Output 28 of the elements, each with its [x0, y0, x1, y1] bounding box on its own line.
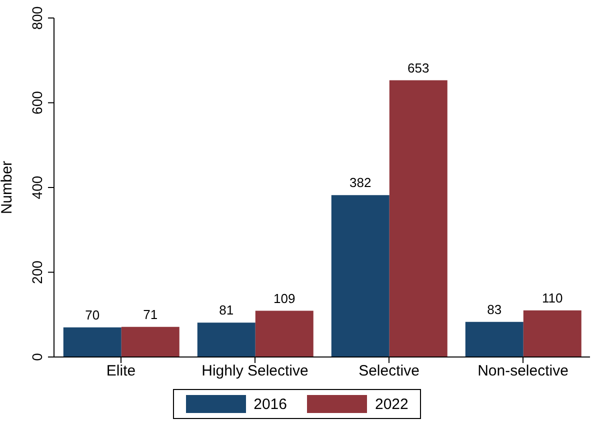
- y-tick-label: 0: [29, 352, 45, 361]
- y-tick-label: 800: [29, 6, 45, 30]
- legend-label: 2016: [254, 396, 287, 412]
- y-tick-label: 200: [29, 260, 45, 284]
- bar: [255, 310, 314, 357]
- x-tick-label: Elite: [106, 362, 136, 380]
- data-label: 81: [219, 302, 234, 318]
- bar: [523, 310, 582, 357]
- y-tick-label: 600: [29, 90, 45, 114]
- data-label: 83: [487, 302, 502, 317]
- data-label: 71: [143, 306, 158, 322]
- bar: [63, 327, 122, 357]
- bar: [465, 322, 524, 357]
- bar: [389, 80, 448, 357]
- y-tick-label: 400: [29, 176, 45, 200]
- legend-label: 2022: [375, 396, 408, 412]
- x-tick-label: Selective: [358, 362, 420, 380]
- data-label: 382: [350, 175, 372, 190]
- bar: [331, 195, 390, 357]
- x-tick-label: Highly Selective: [202, 362, 308, 380]
- bar: [121, 326, 180, 357]
- y-axis-title: Number: [0, 160, 16, 214]
- data-label: 109: [274, 290, 296, 306]
- x-tick-label: Non-selective: [478, 362, 568, 380]
- data-label: 653: [408, 60, 430, 76]
- data-label: 110: [542, 290, 563, 306]
- data-label: 70: [85, 307, 100, 322]
- bar: [197, 322, 256, 357]
